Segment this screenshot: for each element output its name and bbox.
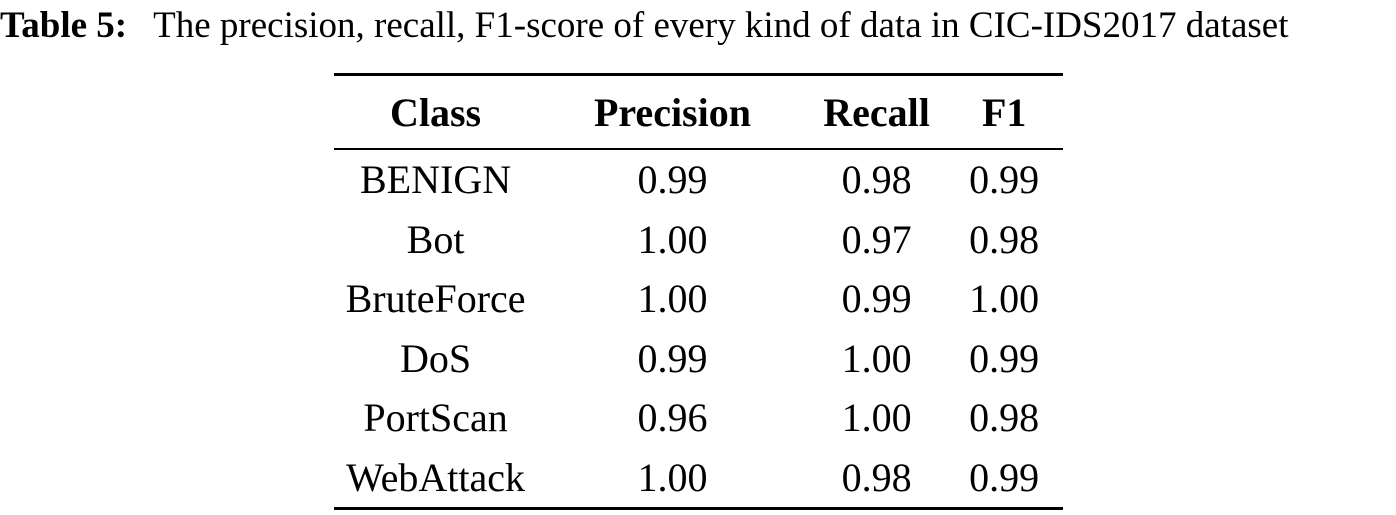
table-row: DoS 0.99 1.00 0.99 [334,329,1063,389]
cell-recall: 1.00 [841,335,912,381]
cell-class: BruteForce [345,276,526,322]
cell-f1: 1.00 [969,276,1040,322]
cell-class: BENIGN [360,157,512,203]
cell-recall: 0.99 [841,276,912,322]
cell-precision: 0.96 [637,395,708,441]
table-caption: Table 5: The precision, recall, F1-score … [0,0,1396,53]
table-row: PortScan 0.96 1.00 0.98 [334,388,1063,448]
cell-precision: 1.00 [637,454,708,500]
table-row: BruteForce 1.00 0.99 1.00 [334,269,1063,329]
table-row: WebAttack 1.00 0.98 0.99 [334,448,1063,509]
column-header-class: Class [333,74,538,150]
cell-class: DoS [399,335,472,381]
column-header-recall: Recall [807,74,946,150]
table-caption-label: Table 5: [0,5,128,46]
cell-f1: 0.98 [969,395,1040,441]
cell-recall: 1.00 [841,395,912,441]
cell-recall: 0.97 [841,216,912,262]
cell-class: WebAttack [346,454,526,500]
cell-f1: 0.99 [969,157,1040,203]
column-header-precision: Precision [537,74,808,150]
results-table: Class Precision Recall F1 BENIGN 0.99 0.98… [333,73,1063,510]
cell-precision: 1.00 [637,216,708,262]
table-row: Bot 1.00 0.97 0.98 [334,210,1063,270]
header-row: Class Precision Recall F1 [333,74,1063,150]
table-row: BENIGN 0.99 0.98 0.99 [334,149,1063,210]
cell-precision: 0.99 [637,335,708,381]
column-header-f1: F1 [945,74,1063,150]
cell-precision: 0.99 [637,157,708,203]
cell-f1: 0.98 [969,216,1040,262]
cell-recall: 0.98 [841,454,912,500]
cell-recall: 0.98 [841,157,912,203]
cell-f1: 0.99 [969,454,1040,500]
cell-precision: 1.00 [637,276,708,322]
cell-class: PortScan [363,395,508,441]
table-caption-text: The precision, recall, F1-score of every… [153,5,1289,46]
cell-class: Bot [406,216,465,262]
cell-f1: 0.99 [969,335,1040,381]
